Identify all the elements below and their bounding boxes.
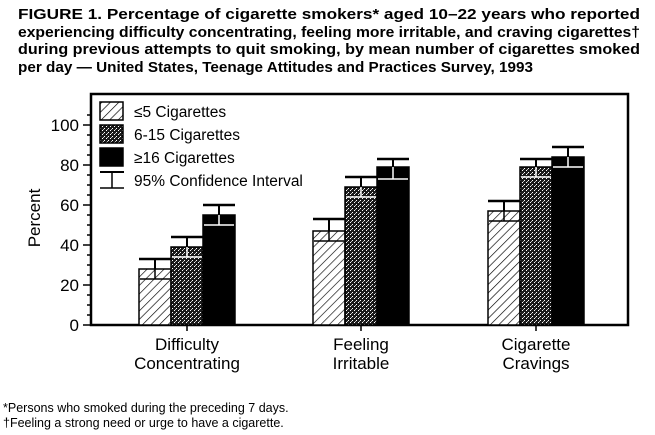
title-line: during previous attempts to quit smoking… [18,42,640,58]
category-label: Cravings [502,354,569,373]
title-line: experiencing difficulty concentrating, f… [18,25,640,41]
bar-group [202,203,236,326]
bar [202,214,236,326]
bar-group [312,217,346,326]
bar [376,166,410,326]
bar-group [344,175,378,326]
bar [551,156,585,326]
y-tick-label: 0 [70,316,79,335]
bar-group [170,235,204,326]
y-tick-label: 80 [60,156,79,175]
category-label: Irritable [333,354,390,373]
y-tick-label: 40 [60,236,79,255]
bar [170,246,204,326]
legend: ≤5 Cigarettes 6-15 Cigarettes ≥16 Cigarett… [99,101,303,190]
category-label: Concentrating [134,354,240,373]
legend-label: 6-15 Cigarettes [134,127,240,144]
title-line: per day — United States, Teenage Attitud… [18,60,533,76]
y-axis-label: Percent [25,188,44,247]
figure-title: FIGURE 1. Percentage of cigarette smoker… [18,7,640,76]
y-tick-label: 100 [51,116,79,135]
bar [519,166,553,326]
bar [312,230,346,326]
title-line: FIGURE 1. Percentage of cigarette smoker… [18,7,640,23]
bar-group [487,199,521,326]
category-label: Feeling [333,335,389,354]
legend-swatch-hatched [99,101,124,121]
bar-group [551,145,585,326]
legend-label: ≤5 Cigarettes [134,104,226,121]
bar-group [376,157,410,326]
category-label: Difficulty [155,335,219,354]
bar [487,210,521,326]
legend-swatch-stippled [99,124,124,144]
legend-label: ≥16 Cigarettes [134,150,235,167]
bars [138,145,585,326]
footnote: †Feeling a strong need or urge to have a… [3,416,284,430]
bar [344,186,378,326]
category-label: Cigarette [502,335,571,354]
footnote: *Persons who smoked during the preceding… [3,401,289,415]
legend-swatch-solid [99,147,124,167]
y-tick-label: 60 [60,196,79,215]
bar-group [519,157,553,326]
legend-label: 95% Confidence Interval [134,173,303,190]
y-axis: 0 20 40 60 80 100 [51,114,91,335]
y-tick-label: 20 [60,276,79,295]
bar-group [138,257,172,326]
